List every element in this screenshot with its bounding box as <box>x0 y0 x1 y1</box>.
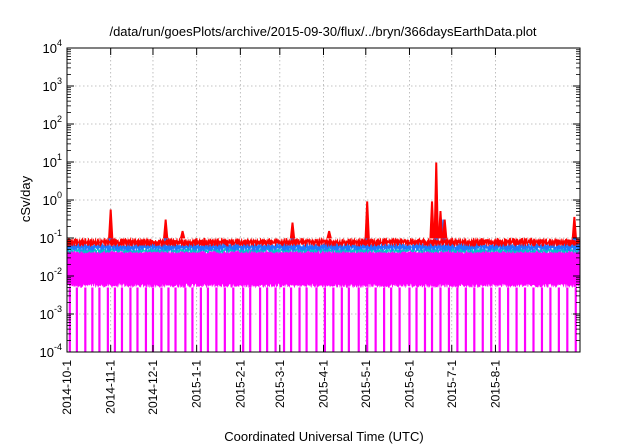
y-tick-exponent: 3 <box>57 76 62 86</box>
grid <box>67 48 580 352</box>
x-tick-label: 2014-11-1 <box>104 360 118 414</box>
y-tick-label: 10-2 <box>40 266 62 284</box>
x-axis-label: Coordinated Universal Time (UTC) <box>224 429 423 444</box>
y-tick-label: 102 <box>43 114 62 132</box>
series-peak <box>364 201 370 239</box>
y-tick-exponent: 1 <box>57 152 62 162</box>
y-tick-label: 10-1 <box>40 228 62 246</box>
y-tick-exponent: -3 <box>54 304 62 314</box>
y-tick-label: 10-4 <box>40 342 62 360</box>
x-tick-label: 2015-8-1 <box>488 360 502 408</box>
series-peak <box>433 162 439 239</box>
series-peak <box>108 209 114 239</box>
y-tick-label: 103 <box>43 76 62 94</box>
y-tick-exponent: 4 <box>57 38 62 48</box>
y-tick-exponent: -2 <box>54 266 62 276</box>
y-tick-exponent: -4 <box>54 342 62 352</box>
series-band <box>66 248 581 289</box>
y-tick-exponent: -1 <box>54 228 62 238</box>
x-tick-label: 2015-7-1 <box>445 360 459 408</box>
series-peak <box>437 211 444 239</box>
series-peak <box>163 219 169 239</box>
x-ticks: 2014-10-1 2014-11-1 2014-12-1 2015-1-1 2015-… <box>60 48 502 415</box>
series-0 <box>66 248 581 352</box>
x-tick-label: 2015-5-1 <box>359 360 373 408</box>
chart-title: /data/run/goesPlots/archive/2015-09-30/f… <box>109 24 536 39</box>
series-peak <box>429 201 435 239</box>
series-peak <box>289 222 296 239</box>
series-peak <box>326 230 332 239</box>
x-tick-label: 2015-1-1 <box>190 360 204 408</box>
y-tick-exponent: 0 <box>57 190 62 200</box>
series-peak <box>442 219 448 239</box>
x-tick-label: 2015-6-1 <box>402 360 416 408</box>
y-tick-label: 10-3 <box>40 304 62 322</box>
y-tick-label: 101 <box>43 152 62 170</box>
y-axis-label: cSv/day <box>18 175 33 222</box>
y-tick-label: 104 <box>43 38 62 56</box>
x-tick-label: 2014-10-1 <box>60 360 74 415</box>
series-layer <box>66 162 581 352</box>
y-tick-label: 100 <box>43 190 62 208</box>
x-tick-label: 2015-2-1 <box>233 360 247 408</box>
series-peak <box>571 216 577 239</box>
x-tick-label: 2014-12-1 <box>146 360 160 415</box>
x-tick-label: 2015-3-1 <box>273 360 287 408</box>
x-tick-label: 2015-4-1 <box>317 360 331 408</box>
series-peak <box>179 230 186 239</box>
y-tick-exponent: 2 <box>57 114 62 124</box>
